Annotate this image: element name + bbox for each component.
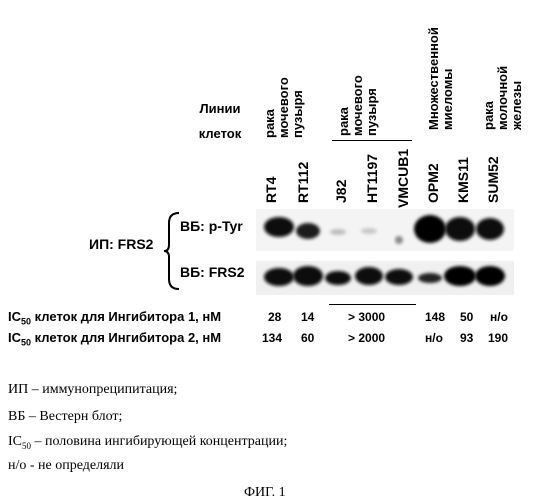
ic50-value: 50 — [460, 310, 473, 324]
western-blot — [252, 205, 538, 305]
ic50-value: 93 — [460, 331, 473, 345]
ic50-value: н/о — [490, 310, 508, 324]
legend-ip: ИП – иммунопреципитация; — [8, 382, 177, 398]
ic50-value: 28 — [268, 310, 281, 324]
cell-line-label: VMCUB1 — [395, 149, 411, 208]
ip-label: ИП: FRS2 — [89, 236, 153, 252]
ic50-row-2-prefix: IC — [8, 330, 21, 345]
group-label-bladder-2: рака мочевого пузыря — [337, 75, 379, 136]
band-frs2-j82 — [325, 271, 351, 285]
ic50-value: > 3000 — [348, 310, 385, 324]
cell-line-label: SUM52 — [485, 156, 501, 203]
band-ptyr-sum52 — [476, 218, 504, 240]
legend-ic50-rest: – половина ингибирующей концентрации; — [31, 434, 287, 449]
group-myeloma-word-1: Множественной — [427, 27, 441, 130]
ic50-row-2-sub: 50 — [21, 338, 31, 348]
ic50-value: 148 — [425, 310, 445, 324]
group-bladder-2-word-2: мочевого — [351, 75, 365, 136]
group-myeloma-word-2: миеломы — [441, 27, 455, 130]
band-frs2-sum52 — [475, 266, 505, 286]
band-ptyr-rt4 — [264, 217, 294, 237]
group-label-myeloma: Множественной миеломы — [427, 27, 455, 130]
legend-ic50-prefix: IC — [8, 434, 22, 449]
band-frs2-vmcub1 — [385, 269, 413, 285]
row-header: Линии клеток — [190, 96, 250, 146]
group-bladder-1-word-2: мочевого — [277, 77, 291, 138]
group-bladder-2-word-3: пузыря — [365, 75, 379, 136]
figure-caption: ФИГ. 1 — [244, 485, 286, 501]
cell-line-label: HT1197 — [364, 154, 380, 203]
ic50-group-divider — [329, 304, 416, 305]
band-frs2-rt112 — [293, 266, 323, 286]
cell-line-label: RT4 — [263, 177, 279, 203]
legend-wb: ВБ – Вестерн блот; — [8, 409, 122, 425]
row-header-line-2: клеток — [190, 121, 250, 146]
ic50-row-1-sub: 50 — [21, 317, 31, 327]
group-breast-word-3: железы — [510, 66, 524, 130]
group-label-breast: рака молочной железы — [482, 66, 524, 130]
legend-ic50: IC50 – половина ингибирующей концентраци… — [8, 434, 287, 451]
band-ptyr-kms11 — [445, 217, 475, 241]
cell-line-label: J82 — [333, 180, 349, 203]
ic50-row-2-rest: клеток для Ингибитора 2, нМ — [31, 330, 221, 345]
group-bladder-2-word-1: рака — [337, 75, 351, 136]
band-frs2-ht1197 — [355, 267, 383, 285]
ic50-value: 190 — [488, 331, 508, 345]
ic50-value: 14 — [301, 310, 314, 324]
cell-line-label: OPM2 — [425, 163, 441, 203]
group-bladder-1-word-1: рака — [263, 77, 277, 138]
group-divider — [332, 140, 412, 141]
band-ptyr-ht1197 — [361, 228, 377, 234]
blot-label-ptyr: ВБ: p-Tyr — [180, 218, 243, 234]
ic50-value: 134 — [262, 331, 282, 345]
row-header-line-1: Линии — [190, 96, 250, 121]
legend-ic50-sub: 50 — [22, 441, 31, 451]
ic50-value: > 2000 — [348, 331, 385, 345]
ic50-value: 60 — [301, 331, 314, 345]
band-frs2-kms11 — [444, 266, 476, 286]
group-bladder-1-word-3: пузыря — [291, 77, 305, 138]
blot-label-frs2: ВБ: FRS2 — [180, 264, 245, 280]
ptyr-blot-membrane — [256, 209, 514, 251]
band-ptyr-opm2 — [414, 215, 446, 243]
band-frs2-opm2 — [418, 273, 442, 283]
cell-line-label: KMS11 — [455, 157, 471, 203]
ic50-value: н/о — [425, 331, 443, 345]
band-ptyr-rt112 — [296, 223, 320, 239]
group-breast-word-2: молочной — [496, 66, 510, 130]
group-label-bladder-1: рака мочевого пузыря — [263, 77, 305, 138]
band-ptyr-vmcub1 — [395, 236, 403, 244]
group-breast-word-1: рака — [482, 66, 496, 130]
ic50-row-1-prefix: IC — [8, 309, 21, 324]
ic50-row-1-label: IC50 клеток для Ингибитора 1, нМ — [8, 309, 221, 327]
cell-line-label: RT112 — [295, 162, 311, 203]
band-ptyr-j82 — [330, 229, 346, 235]
ic50-row-1-rest: клеток для Ингибитора 1, нМ — [31, 309, 221, 324]
band-frs2-rt4 — [264, 268, 294, 286]
legend-nd: н/о - не определяли — [8, 458, 124, 474]
ic50-row-2-label: IC50 клеток для Ингибитора 2, нМ — [8, 330, 221, 348]
